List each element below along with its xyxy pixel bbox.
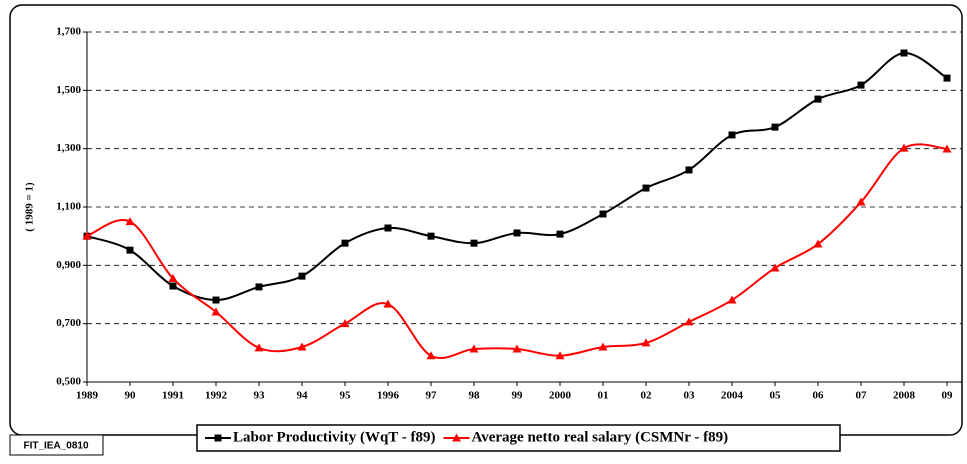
marker [384,224,392,232]
x-tick-label: 1992 [205,390,228,402]
x-tick-label: 2000 [549,390,572,402]
annotation-box [9,434,104,456]
x-tick-label: 1989 [76,390,99,402]
marker [297,342,307,351]
marker [900,49,908,57]
x-tick-label: 06 [813,390,825,402]
marker [212,296,220,304]
marker [642,184,650,192]
marker [598,342,608,351]
y-tick-label: 1,500 [56,84,81,96]
marker [211,307,221,316]
marker [169,282,177,290]
annotation: FIT_IEA_0810 [23,441,88,452]
x-tick-label: 2008 [893,390,916,402]
marker [770,263,780,272]
x-tick-label: 95 [340,390,352,402]
marker [383,299,393,308]
marker [340,319,350,328]
marker [556,230,564,238]
x-tick-label: 90 [125,390,137,402]
marker [555,351,565,360]
marker [452,433,462,442]
marker [512,344,522,353]
x-tick-label: 1991 [162,390,184,402]
marker [298,272,306,280]
marker [427,232,435,240]
marker [771,123,779,131]
x-tick-label: 02 [641,390,653,402]
marker [82,231,92,240]
x-tick-label: 99 [512,390,524,402]
y-tick-label: 0,500 [56,376,81,388]
marker [126,246,134,254]
marker [513,229,521,237]
marker [942,144,952,153]
x-tick-label: 07 [856,390,868,402]
marker [214,434,222,442]
y-tick-label: 0,700 [56,317,81,329]
marker [727,295,737,304]
marker [857,81,865,89]
x-tick-label: 03 [684,390,696,402]
y-tick-label: 1,100 [56,201,81,213]
x-tick-label: 01 [598,390,609,402]
marker [943,74,951,82]
marker [814,95,822,103]
marker [341,239,349,247]
marker [684,317,694,326]
chart-frame [9,4,963,436]
marker [728,131,736,139]
marker [813,239,823,248]
marker [470,239,478,247]
marker [599,210,607,218]
x-tick-label: 97 [426,390,438,402]
marker [641,338,651,347]
marker [899,143,909,152]
marker [255,283,263,291]
x-tick-label: 1996 [377,390,400,402]
y-axis-label: ( 1989 = 1) [24,182,36,232]
marker [426,351,436,360]
x-tick-label: 93 [254,390,266,402]
marker [856,197,866,206]
legend-box [196,424,841,452]
y-tick-label: 1,300 [56,142,81,154]
marker [685,166,693,174]
x-tick-label: 2004 [721,390,744,402]
legend-label: Labor Productivity (WqT - f89) [233,429,436,445]
y-tick-label: 0,900 [56,259,81,271]
x-tick-label: 05 [770,390,782,402]
x-tick-label: 09 [942,390,954,402]
legend-label: Average netto real salary (CSMNr - f89) [472,429,729,445]
marker [469,344,479,353]
marker [254,343,264,352]
marker [125,217,135,226]
x-tick-label: 98 [469,390,481,402]
y-tick-label: 1,700 [56,26,81,38]
x-tick-label: 94 [297,390,309,402]
marker [168,273,178,282]
